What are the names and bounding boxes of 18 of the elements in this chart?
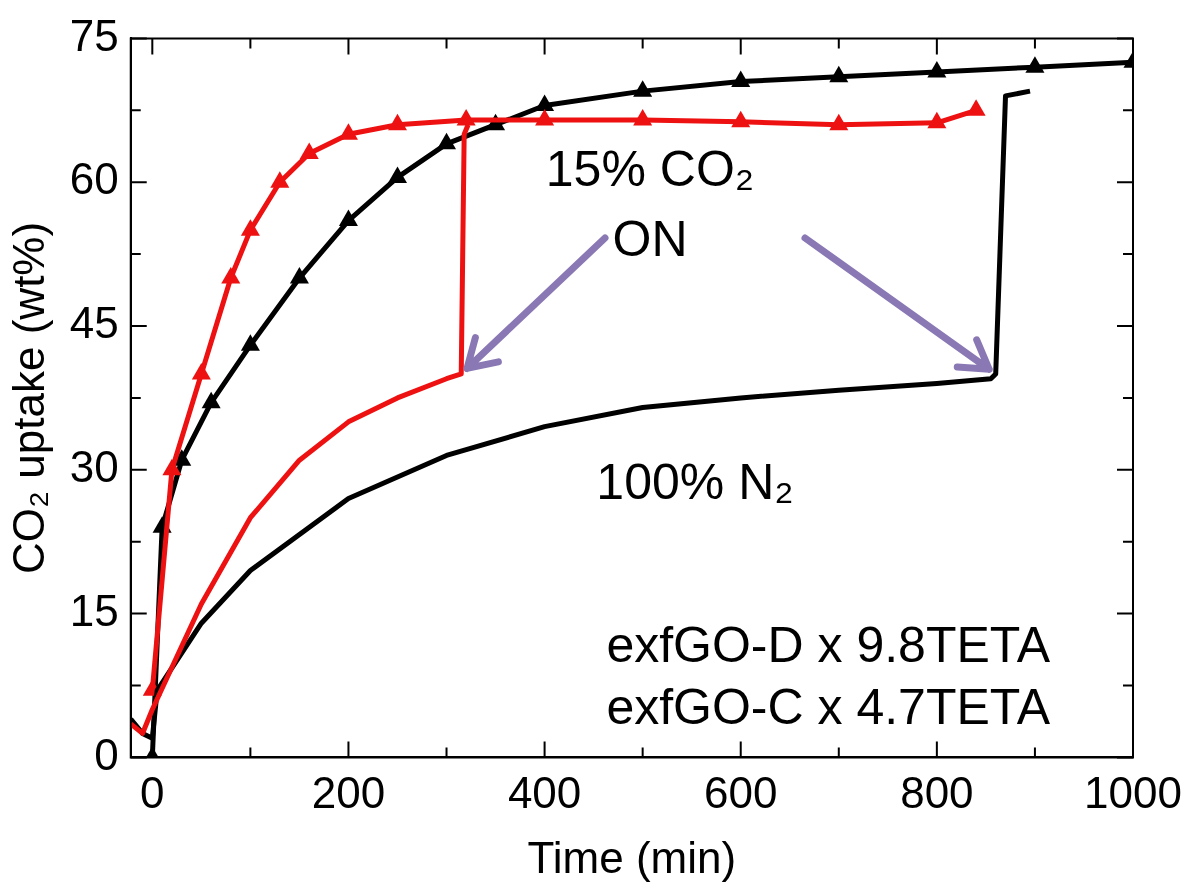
x-tick-label: 0 [140, 767, 165, 817]
x-tick-label: 800 [900, 767, 974, 817]
annotation: exfGO-C x 4.7TETA [606, 678, 1051, 735]
y-tick-label: 30 [69, 441, 119, 491]
x-tick-label: 600 [704, 767, 778, 817]
y-tick-label: 15 [69, 585, 119, 635]
annotation: exfGO-D x 9.8TETA [606, 616, 1051, 673]
y-tick-label: 0 [94, 729, 119, 779]
y-tick-label: 45 [69, 298, 119, 348]
x-tick-label: 1000 [1084, 767, 1182, 817]
y-tick-label: 75 [69, 10, 119, 60]
x-axis-title: Time (min) [527, 832, 737, 882]
y-tick-label: 60 [69, 154, 119, 204]
annotation: 100% N₂ [596, 453, 794, 510]
annotation: 15% CO₂ ON [545, 140, 755, 267]
y-axis-title: CO₂ uptake (wt%) [3, 221, 53, 574]
x-tick-label: 200 [311, 767, 386, 817]
x-tick-label: 400 [507, 767, 582, 817]
